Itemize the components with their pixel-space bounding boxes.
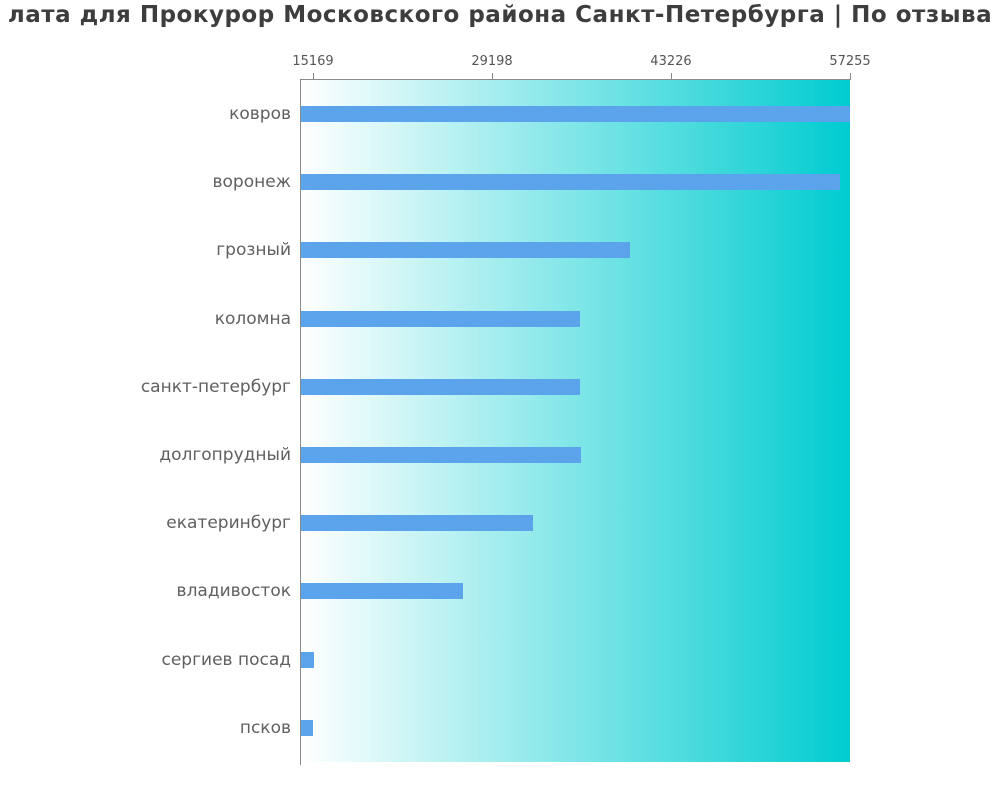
table-row: сергиев посад (0, 626, 850, 694)
category-label: псков (239, 717, 291, 738)
category-label: долгопрудный (159, 445, 291, 466)
category-label: екатеринбург (166, 513, 291, 534)
table-row: грозный (0, 216, 850, 284)
category-label: ковров (229, 104, 291, 125)
category-label: грозный (216, 240, 291, 261)
bar (301, 583, 463, 600)
table-row: коломна (0, 285, 850, 353)
table-row: ковров (0, 80, 850, 148)
x-axis-tick (670, 73, 672, 80)
bar (301, 447, 581, 464)
bar (301, 310, 580, 327)
table-row: владивосток (0, 557, 850, 625)
bar-chart: 15169 29198 43226 57255 ковров воронеж грозны… (0, 54, 871, 765)
bar (301, 515, 533, 532)
category-label: сергиев посад (161, 649, 292, 670)
x-axis-tick-label: 57255 (829, 54, 871, 69)
bar (301, 106, 850, 123)
bar (301, 174, 840, 191)
x-axis-tick (850, 73, 851, 80)
x-axis-tick (492, 73, 493, 80)
category-label: коломна (214, 308, 291, 329)
x-axis-tick-label: 43226 (650, 54, 692, 69)
table-row: псков (0, 694, 850, 762)
bar (301, 651, 314, 668)
table-row: екатеринбург (0, 489, 850, 557)
bar (301, 242, 630, 259)
x-axis-tick-label: 29198 (471, 54, 513, 69)
chart-title: лата для Прокурор Московского района Сан… (7, 2, 993, 28)
bar (301, 378, 580, 395)
x-axis-line (301, 79, 850, 80)
category-label: санкт-петербург (140, 376, 291, 397)
plot-area (301, 80, 850, 762)
category-label: владивосток (176, 581, 291, 602)
table-row: воронеж (0, 148, 850, 216)
category-label: воронеж (212, 172, 291, 193)
bar (301, 719, 313, 736)
x-axis-tick (313, 73, 314, 80)
table-row: санкт-петербург (0, 353, 850, 421)
table-row: долгопрудный (0, 421, 850, 489)
y-axis-line (300, 79, 301, 765)
x-axis-tick-label: 15169 (292, 54, 334, 69)
